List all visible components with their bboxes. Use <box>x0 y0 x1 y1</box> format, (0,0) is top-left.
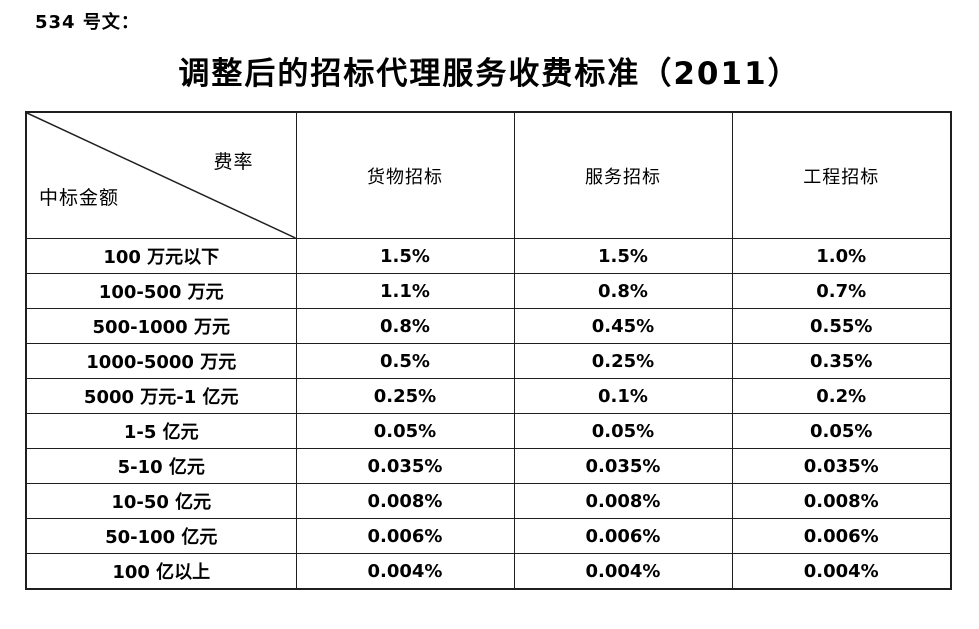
fee-value-cell: 0.8% <box>513 273 733 309</box>
fee-value-cell: 1.0% <box>731 238 952 274</box>
corner-label-amount: 中标金额 <box>39 187 120 209</box>
fee-value-cell: 0.035% <box>295 448 515 484</box>
fee-value-cell: 0.006% <box>513 518 733 554</box>
fee-value-cell: 0.05% <box>513 413 733 449</box>
row-label: 1-5 亿元 <box>25 413 297 449</box>
table-row: 100 亿以上 0.004% 0.004% 0.004% <box>25 553 952 590</box>
table-row: 5-10 亿元 0.035% 0.035% 0.035% <box>25 448 952 484</box>
fee-value-cell: 1.5% <box>513 238 733 274</box>
corner-label-rate: 费率 <box>213 151 254 173</box>
table-row: 10-50 亿元 0.008% 0.008% 0.008% <box>25 483 952 519</box>
diagonal-header-cell: 费率 中标金额 <box>25 111 297 239</box>
fee-value-cell: 0.004% <box>731 553 952 590</box>
row-label: 100-500 万元 <box>25 273 297 309</box>
table-body: 100 万元以下 1.5% 1.5% 1.0% 100-500 万元 1.1% 0.8% 0.… <box>25 238 952 590</box>
fee-value-cell: 1.1% <box>295 273 515 309</box>
fee-value-cell: 0.05% <box>731 413 952 449</box>
row-label: 50-100 亿元 <box>25 518 297 554</box>
fee-value-cell: 0.035% <box>513 448 733 484</box>
row-label: 1000-5000 万元 <box>25 343 297 379</box>
row-label: 100 万元以下 <box>25 238 297 274</box>
column-header-services: 服务招标 <box>513 111 733 239</box>
fee-value-cell: 0.7% <box>731 273 952 309</box>
fee-value-cell: 0.8% <box>295 308 515 344</box>
row-label: 100 亿以上 <box>25 553 297 590</box>
row-label: 500-1000 万元 <box>25 308 297 344</box>
column-header-goods: 货物招标 <box>295 111 515 239</box>
document-title: 调整后的招标代理服务收费标准（2011） <box>178 56 801 92</box>
table-row: 5000 万元-1 亿元 0.25% 0.1% 0.2% <box>25 378 952 414</box>
column-header-engineering: 工程招标 <box>731 111 952 239</box>
fee-value-cell: 0.25% <box>295 378 515 414</box>
fee-value-cell: 0.004% <box>295 553 515 590</box>
table-row: 100-500 万元 1.1% 0.8% 0.7% <box>25 273 952 309</box>
fee-value-cell: 0.45% <box>513 308 733 344</box>
fee-value-cell: 0.55% <box>731 308 952 344</box>
fee-value-cell: 0.008% <box>295 483 515 519</box>
table-row: 1-5 亿元 0.05% 0.05% 0.05% <box>25 413 952 449</box>
row-label: 5-10 亿元 <box>25 448 297 484</box>
diagonal-line <box>27 113 296 238</box>
fee-value-cell: 0.35% <box>731 343 952 379</box>
doc-number: 534 号文： <box>35 12 140 33</box>
fee-value-cell: 0.2% <box>731 378 952 414</box>
row-label: 5000 万元-1 亿元 <box>25 378 297 414</box>
table-row: 50-100 亿元 0.006% 0.006% 0.006% <box>25 518 952 554</box>
fee-table: 费率 中标金额 货物招标 服务招标 工程招标 100 万元以下 1.5% 1.5% 1… <box>25 111 952 590</box>
fee-value-cell: 0.006% <box>295 518 515 554</box>
fee-value-cell: 0.25% <box>513 343 733 379</box>
fee-value-cell: 0.008% <box>513 483 733 519</box>
fee-value-cell: 0.008% <box>731 483 952 519</box>
table-header-row: 费率 中标金额 货物招标 服务招标 工程招标 <box>25 111 952 239</box>
fee-value-cell: 0.5% <box>295 343 515 379</box>
table-row: 100 万元以下 1.5% 1.5% 1.0% <box>25 238 952 274</box>
fee-value-cell: 0.05% <box>295 413 515 449</box>
table-row: 500-1000 万元 0.8% 0.45% 0.55% <box>25 308 952 344</box>
fee-value-cell: 0.004% <box>513 553 733 590</box>
fee-value-cell: 0.006% <box>731 518 952 554</box>
fee-value-cell: 1.5% <box>295 238 515 274</box>
fee-value-cell: 0.1% <box>513 378 733 414</box>
fee-value-cell: 0.035% <box>731 448 952 484</box>
table-row: 1000-5000 万元 0.5% 0.25% 0.35% <box>25 343 952 379</box>
row-label: 10-50 亿元 <box>25 483 297 519</box>
